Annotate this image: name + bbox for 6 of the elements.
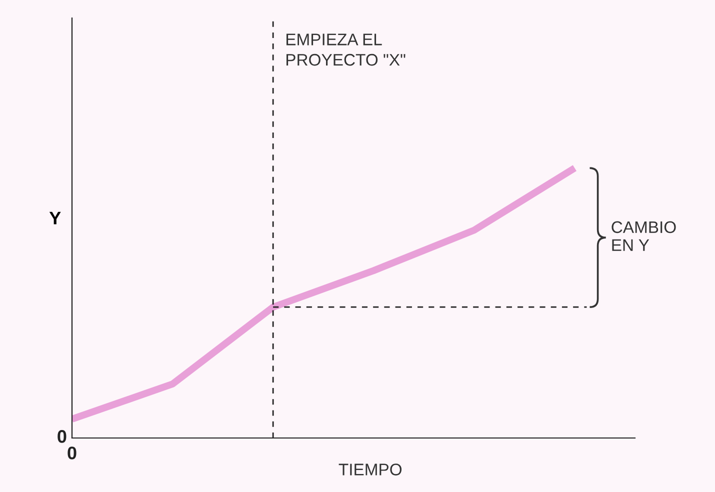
text: EMPIEZA EL PROYECTO "X"	[286, 34, 406, 66]
text: 0	[58, 430, 66, 443]
y-axis-title: Y	[49, 212, 61, 224]
annotation: CAMBIO EN Y	[612, 221, 676, 251]
x-axis-title: TIEMPO	[338, 464, 402, 476]
text: 0	[68, 446, 76, 460]
